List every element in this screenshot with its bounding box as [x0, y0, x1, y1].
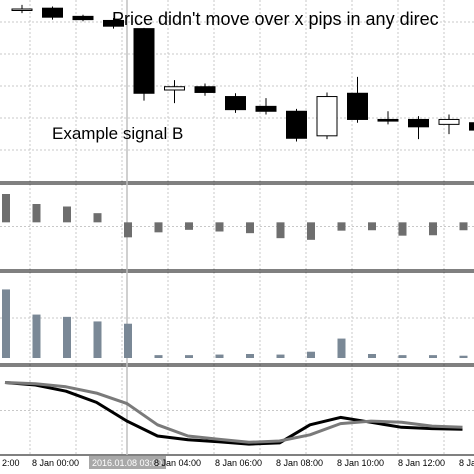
x-tick-label: 2016.01.08 03:00	[92, 458, 162, 468]
candle-body	[225, 96, 246, 111]
candle-body	[438, 118, 460, 125]
panel-separators	[0, 181, 474, 456]
histogram-2-bar	[63, 316, 71, 358]
candle	[194, 83, 216, 96]
candle-body	[316, 96, 338, 137]
histogram-1-bar	[63, 206, 71, 223]
candle-body	[347, 92, 368, 120]
candle	[469, 122, 474, 131]
candle-body	[133, 28, 155, 94]
histogram-1-bar	[459, 222, 468, 231]
candle-body	[103, 19, 124, 27]
histogram-1-bar	[93, 213, 102, 223]
histogram-1-bar	[32, 204, 41, 223]
candle	[72, 14, 94, 22]
histogram-1-bar	[154, 222, 163, 233]
signal-annotation: Example signal B	[52, 124, 183, 143]
histogram-2-bar	[307, 351, 315, 358]
candle-body	[72, 15, 94, 21]
candle	[316, 92, 338, 140]
candle	[103, 18, 124, 29]
x-tick-highlight	[89, 456, 166, 469]
histogram-2-bar	[429, 355, 437, 358]
histogram-1-bar	[2, 194, 10, 223]
histogram-2-bar	[276, 354, 285, 358]
candle-body	[164, 86, 185, 91]
candle	[11, 4, 33, 14]
histogram-1-bar	[215, 222, 224, 232]
candle	[164, 80, 185, 104]
histogram-2-bar	[93, 321, 102, 358]
histogram-1-bar	[429, 222, 437, 236]
histogram-2-bar	[154, 355, 163, 358]
candle-body	[42, 7, 63, 18]
histogram-1-bar	[185, 222, 193, 230]
x-axis: 2:00 8 Jan 00:00 2016.01.08 03:008 Jan 04:…	[2, 456, 474, 469]
candle	[347, 76, 368, 123]
candle	[225, 93, 246, 113]
candle	[408, 116, 429, 140]
histogram-1-bar	[276, 222, 285, 239]
candle-body	[469, 122, 474, 131]
histogram-2-bar	[124, 323, 132, 358]
histogram-panel-1[interactable]	[2, 194, 468, 240]
histogram-1-bar	[307, 222, 315, 240]
x-tick-label: 8 Jan 06:00	[215, 458, 262, 468]
histogram-1-bar	[398, 222, 407, 236]
candle	[286, 108, 307, 142]
histogram-2-bar	[32, 314, 41, 358]
candle	[255, 98, 277, 115]
candle	[42, 6, 63, 20]
histogram-2-bar	[246, 354, 254, 358]
candle	[377, 111, 399, 125]
candle-body	[408, 118, 429, 128]
candle-body	[255, 105, 277, 112]
histogram-1-bar	[246, 222, 254, 234]
oscillator-panel[interactable]	[4, 381, 463, 446]
price-panel[interactable]	[11, 4, 474, 142]
candle	[133, 27, 155, 101]
histogram-1-bar	[337, 222, 346, 231]
histogram-2-bar	[398, 355, 407, 358]
x-tick-label: 2:00	[2, 458, 20, 468]
histogram-1-bar	[368, 222, 376, 231]
histogram-2-bar	[368, 354, 376, 358]
histogram-panel-2[interactable]	[2, 289, 468, 358]
candle-body	[286, 110, 307, 139]
oscillator-fast-line	[4, 381, 463, 446]
histogram-2-bar	[337, 338, 346, 358]
candle-body	[377, 118, 399, 122]
candle-body	[194, 86, 216, 93]
oscillator-slow-line	[4, 381, 463, 444]
grid	[0, 0, 474, 454]
price-annotation: Price didn't move over x pips in any dir…	[112, 9, 439, 29]
x-tick-label: 8 Jan 10:00	[337, 458, 384, 468]
histogram-2-bar	[459, 355, 468, 358]
x-tick-label: 8 Jan	[459, 458, 474, 468]
histogram-2-bar	[2, 289, 10, 358]
x-tick-label: 8 Jan 12:00	[398, 458, 445, 468]
candle	[438, 114, 460, 135]
histogram-2-bar	[185, 355, 193, 358]
x-tick-label: 8 Jan 00:00	[32, 458, 79, 468]
candle-body	[11, 8, 33, 11]
histogram-2-bar	[215, 354, 224, 358]
x-tick-label: 8 Jan 08:00	[276, 458, 323, 468]
x-tick-label: 8 Jan 04:00	[154, 458, 201, 468]
histogram-1-bar	[124, 222, 132, 238]
